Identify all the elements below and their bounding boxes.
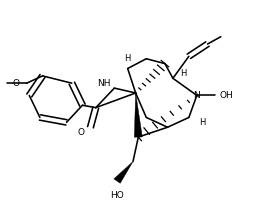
Text: H: H [124,54,131,63]
Text: OH: OH [219,91,233,100]
Text: H: H [199,118,205,127]
Text: N: N [193,91,200,100]
Text: NH: NH [97,79,110,88]
Text: O: O [13,79,19,88]
Polygon shape [134,93,142,137]
Text: HO: HO [110,191,124,200]
Text: H: H [180,69,187,78]
Polygon shape [114,161,133,183]
Text: O: O [78,128,85,137]
